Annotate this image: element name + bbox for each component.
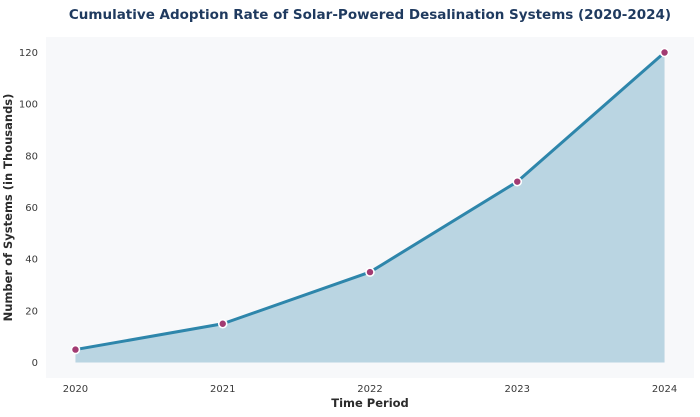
x-tick-label: 2022 [357, 384, 382, 395]
x-axis-label: Time Period [331, 396, 409, 410]
area-fill [75, 52, 665, 363]
data-point-markers [70, 47, 670, 355]
x-tick-label: 2023 [505, 384, 530, 395]
data-point-2020 [70, 344, 81, 355]
x-tick-label: 2020 [63, 384, 88, 395]
y-tick-label: 80 [25, 151, 38, 162]
y-axis-label: Number of Systems (in Thousands) [1, 94, 15, 322]
y-tick-label: 100 [19, 100, 38, 111]
data-point-2023 [512, 176, 523, 187]
y-axis-tick-labels: 0 20 40 60 80 100 120 [19, 48, 38, 369]
y-tick-label: 0 [32, 358, 38, 369]
plot-area-background [46, 37, 694, 378]
data-point-2021 [217, 318, 228, 329]
x-axis-tick-labels: 2020 2021 2022 2023 2024 [63, 384, 678, 395]
y-tick-label: 40 [25, 255, 38, 266]
x-tick-label: 2024 [652, 384, 677, 395]
data-point-2022 [365, 267, 375, 277]
y-tick-label: 120 [19, 48, 38, 59]
data-point-2024 [659, 47, 670, 58]
x-tick-label: 2021 [210, 384, 235, 395]
chart-title: Cumulative Adoption Rate of Solar-Powere… [69, 7, 671, 23]
y-tick-label: 60 [25, 203, 38, 214]
y-tick-label: 20 [25, 306, 38, 317]
